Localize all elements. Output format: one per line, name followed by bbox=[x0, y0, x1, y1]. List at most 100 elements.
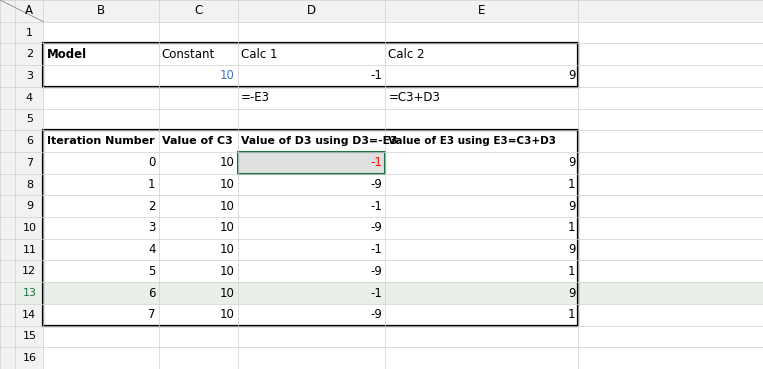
Text: 9: 9 bbox=[568, 243, 575, 256]
Bar bbox=[385, 174, 578, 195]
Text: 6: 6 bbox=[148, 287, 156, 300]
Bar bbox=[15, 325, 43, 347]
Text: 10: 10 bbox=[221, 178, 235, 191]
Bar bbox=[0, 325, 15, 347]
Bar bbox=[15, 174, 43, 195]
Bar bbox=[385, 282, 578, 304]
Bar bbox=[15, 87, 43, 108]
Bar bbox=[43, 239, 159, 261]
Bar bbox=[238, 282, 385, 304]
Bar bbox=[43, 44, 578, 87]
Text: Value of E3 using E3=C3+D3: Value of E3 using E3=C3+D3 bbox=[388, 136, 556, 146]
Text: 1: 1 bbox=[26, 28, 33, 38]
Text: 9: 9 bbox=[568, 69, 575, 82]
Bar bbox=[238, 108, 385, 130]
Text: 11: 11 bbox=[22, 245, 37, 255]
Bar bbox=[385, 130, 578, 152]
Bar bbox=[238, 347, 385, 369]
Text: 5: 5 bbox=[148, 265, 156, 278]
Text: 2: 2 bbox=[148, 200, 156, 213]
Bar bbox=[385, 347, 578, 369]
Text: 10: 10 bbox=[221, 243, 235, 256]
Bar bbox=[385, 195, 578, 217]
Bar bbox=[159, 108, 238, 130]
Bar bbox=[238, 195, 385, 217]
Bar bbox=[15, 44, 43, 65]
Bar bbox=[159, 65, 238, 87]
Bar bbox=[238, 304, 385, 325]
Text: D: D bbox=[307, 4, 316, 17]
Bar bbox=[0, 239, 15, 261]
Bar bbox=[15, 261, 43, 282]
Text: Constant: Constant bbox=[162, 48, 215, 61]
Text: 4: 4 bbox=[148, 243, 156, 256]
Bar bbox=[15, 22, 43, 44]
Bar bbox=[15, 239, 43, 261]
Bar bbox=[159, 325, 238, 347]
Bar bbox=[578, 174, 763, 195]
Bar bbox=[43, 217, 159, 239]
Bar bbox=[0, 0, 763, 22]
Bar bbox=[578, 325, 763, 347]
Bar bbox=[159, 152, 238, 174]
Bar bbox=[385, 87, 578, 108]
Bar bbox=[159, 174, 238, 195]
Bar bbox=[0, 304, 15, 325]
Bar bbox=[578, 87, 763, 108]
Text: E: E bbox=[478, 4, 485, 17]
Text: 4: 4 bbox=[26, 93, 33, 103]
Text: C: C bbox=[195, 4, 202, 17]
Text: =-E3: =-E3 bbox=[241, 91, 270, 104]
Bar bbox=[385, 108, 578, 130]
Bar bbox=[578, 108, 763, 130]
Text: Value of D3 using D3=-E3: Value of D3 using D3=-E3 bbox=[241, 136, 398, 146]
Bar bbox=[15, 130, 43, 152]
Bar bbox=[43, 130, 578, 325]
Text: 10: 10 bbox=[221, 308, 235, 321]
Text: 7: 7 bbox=[26, 158, 33, 168]
Bar bbox=[238, 152, 385, 174]
Bar bbox=[385, 22, 578, 44]
Text: 8: 8 bbox=[26, 179, 33, 190]
Bar bbox=[159, 239, 238, 261]
Bar bbox=[578, 195, 763, 217]
Bar bbox=[578, 347, 763, 369]
Bar bbox=[43, 44, 159, 65]
Bar bbox=[43, 87, 159, 108]
Bar bbox=[0, 152, 15, 174]
Text: -9: -9 bbox=[370, 221, 382, 234]
Bar bbox=[578, 304, 763, 325]
Text: 10: 10 bbox=[221, 69, 235, 82]
Bar bbox=[238, 261, 385, 282]
Text: -1: -1 bbox=[370, 200, 382, 213]
Bar bbox=[385, 261, 578, 282]
Text: 1: 1 bbox=[568, 308, 575, 321]
Bar bbox=[159, 22, 238, 44]
Bar bbox=[238, 239, 385, 261]
Bar bbox=[578, 261, 763, 282]
Text: 12: 12 bbox=[22, 266, 37, 276]
Text: Iteration Number: Iteration Number bbox=[47, 136, 154, 146]
Bar bbox=[385, 325, 578, 347]
Bar bbox=[43, 304, 159, 325]
Text: 9: 9 bbox=[568, 200, 575, 213]
Bar bbox=[0, 261, 15, 282]
Text: 9: 9 bbox=[26, 201, 33, 211]
Bar bbox=[15, 282, 43, 304]
Text: 3: 3 bbox=[148, 221, 156, 234]
Text: 13: 13 bbox=[22, 288, 37, 298]
Bar bbox=[43, 195, 159, 217]
Bar bbox=[0, 282, 15, 304]
Bar bbox=[238, 65, 385, 87]
Text: -9: -9 bbox=[370, 308, 382, 321]
Bar bbox=[159, 87, 238, 108]
Bar bbox=[238, 152, 385, 174]
Bar bbox=[0, 108, 15, 130]
Text: 2: 2 bbox=[26, 49, 33, 59]
Bar bbox=[578, 22, 763, 44]
Text: 5: 5 bbox=[26, 114, 33, 124]
Bar bbox=[43, 130, 159, 152]
Bar bbox=[238, 325, 385, 347]
Bar bbox=[159, 261, 238, 282]
Bar bbox=[159, 304, 238, 325]
